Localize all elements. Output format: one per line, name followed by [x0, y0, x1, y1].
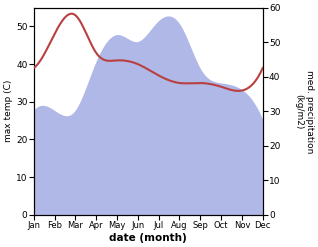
X-axis label: date (month): date (month): [109, 233, 187, 243]
Y-axis label: max temp (C): max temp (C): [4, 80, 13, 143]
Y-axis label: med. precipitation
(kg/m2): med. precipitation (kg/m2): [294, 70, 314, 153]
